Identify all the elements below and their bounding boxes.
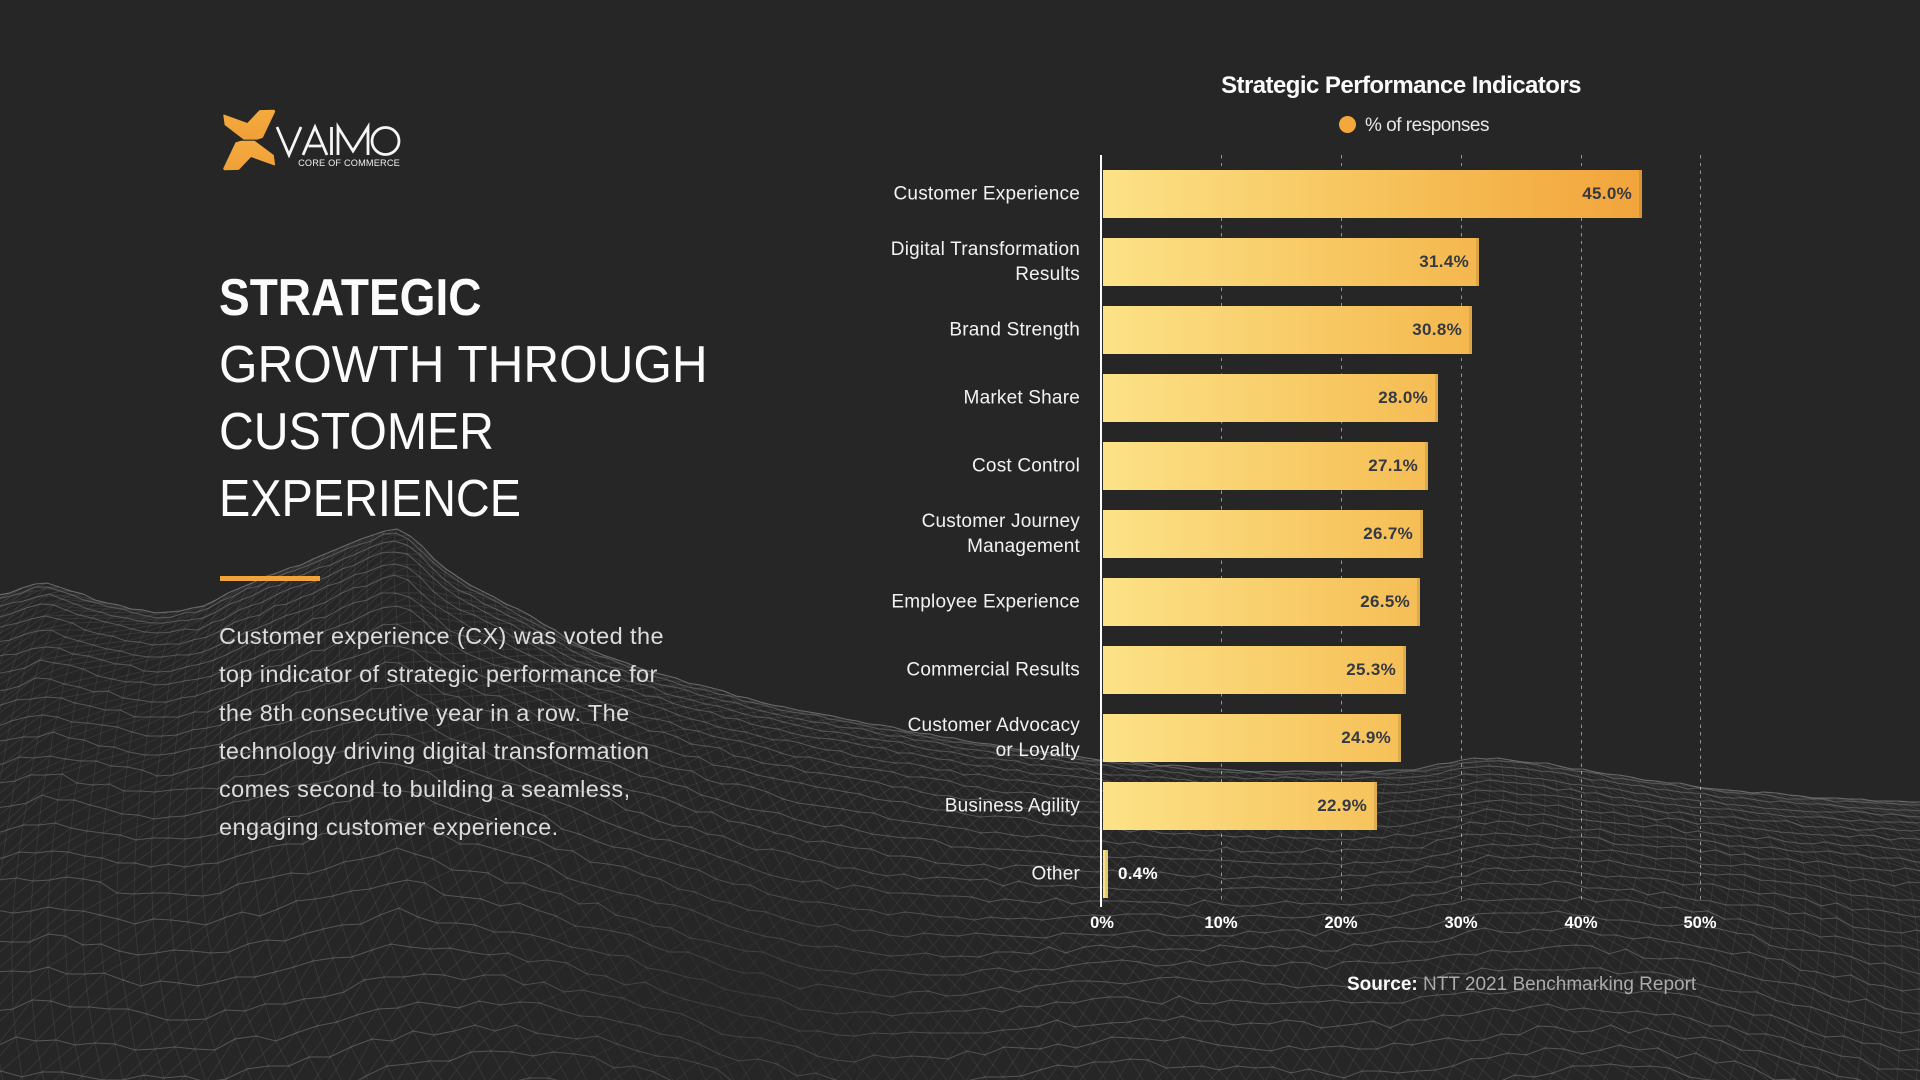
svg-text:CORE OF COMMERCE: CORE OF COMMERCE bbox=[298, 158, 400, 168]
